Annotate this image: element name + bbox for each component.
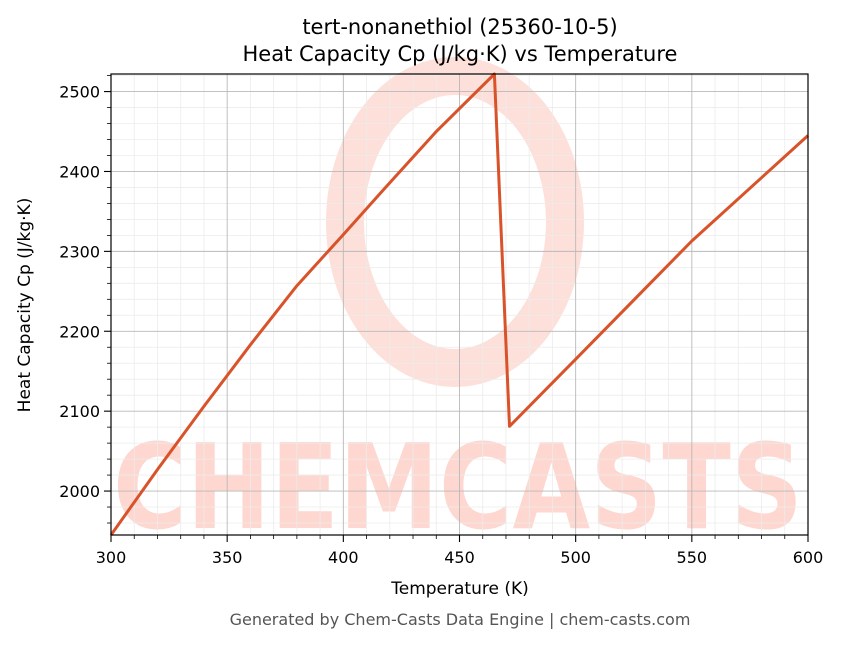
series-line-cp: [109, 72, 810, 536]
x-tick-label: 400: [328, 548, 359, 567]
y-tick-label: 2400: [59, 162, 100, 181]
y-tick-label: 2100: [59, 402, 100, 421]
x-tick-label: 500: [560, 548, 591, 567]
footer-credit: Generated by Chem-Casts Data Engine | ch…: [230, 610, 691, 629]
chart-title: tert-nonanethiol (25360-10-5): [302, 15, 617, 39]
chart-subtitle: Heat Capacity Cp (J/kg·K) vs Temperature: [243, 42, 678, 66]
x-axis-ticks: 300 350 400 450 500 550 600: [96, 535, 824, 567]
watermark-text: CHEMCASTS: [113, 418, 803, 556]
y-axis-ticks: 2000 2100 2200 2300 2400 2500: [59, 75, 111, 524]
y-tick-label: 2000: [59, 482, 100, 501]
y-tick-label: 2300: [59, 242, 100, 261]
x-tick-label: 600: [793, 548, 824, 567]
y-tick-label: 2200: [59, 322, 100, 341]
x-tick-label: 450: [444, 548, 475, 567]
y-tick-label: 2500: [59, 83, 100, 102]
x-axis-label: Temperature (K): [390, 579, 529, 599]
x-tick-label: 300: [96, 548, 127, 567]
x-tick-label: 350: [212, 548, 243, 567]
y-axis-label: Heat Capacity Cp (J/kg·K): [15, 198, 35, 413]
watermark: CHEMCASTS: [113, 57, 803, 556]
watermark-logo-ring: [326, 57, 584, 387]
x-tick-label: 550: [677, 548, 708, 567]
